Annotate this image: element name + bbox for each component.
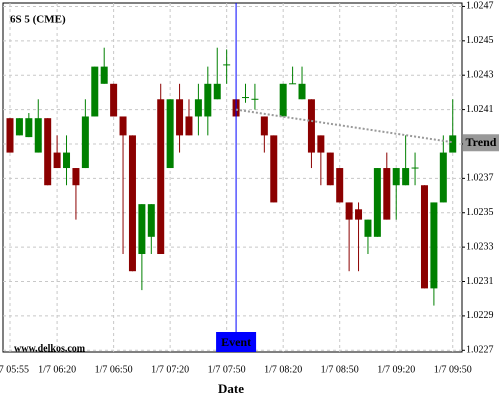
candle-body <box>100 66 108 84</box>
y-tick-label: 1.0245 <box>466 35 494 46</box>
candle-body <box>307 99 315 153</box>
candle-body <box>166 99 174 169</box>
candle-body <box>176 99 184 136</box>
candle-body <box>110 83 118 117</box>
watermark: www.delkos.com <box>14 343 86 354</box>
candle-body <box>138 204 146 255</box>
chart-title: 6S 5 (CME) <box>10 14 66 26</box>
candle-body <box>298 83 306 100</box>
candle-body <box>411 167 419 169</box>
candle-body <box>34 118 42 153</box>
marks <box>6 47 457 306</box>
x-tick-label: 1/7 08:50 <box>321 364 359 375</box>
candle-body <box>336 168 344 203</box>
trend-box <box>463 134 499 152</box>
candle-body <box>251 98 259 100</box>
candle-body <box>383 168 391 220</box>
candle-body <box>373 168 381 237</box>
candle-body <box>242 97 249 99</box>
x-axis-title: Date <box>218 381 244 396</box>
candle-body <box>128 135 136 272</box>
candle-body <box>223 64 231 66</box>
x-tick-label: 1/7 05:55 <box>0 364 29 375</box>
trend-label: Trend <box>466 135 497 149</box>
candle-body <box>213 83 221 100</box>
candle-body <box>420 185 428 289</box>
candle-body <box>53 152 61 169</box>
candle-body <box>63 152 71 169</box>
x-tick-label: 1/7 09:20 <box>377 364 415 375</box>
candle-body <box>355 209 363 220</box>
y-tick-label: 1.0243 <box>466 70 494 81</box>
x-tick-label: 1/7 08:20 <box>264 364 302 375</box>
candle-body <box>44 118 52 186</box>
candle-body <box>15 118 23 136</box>
candle-body <box>430 202 438 289</box>
candle-body <box>345 202 353 220</box>
event-label: Event <box>221 335 251 349</box>
y-tick-label: 1.0247 <box>466 1 494 12</box>
candle-body <box>364 219 372 237</box>
y-tick-label: 1.0241 <box>466 104 494 115</box>
x-tick-label: 1/7 07:50 <box>208 364 246 375</box>
x-tick-label: 1/7 09:50 <box>434 364 472 375</box>
candle-body <box>204 83 212 117</box>
candle-body <box>91 66 99 117</box>
candle-body <box>25 118 33 138</box>
y-tick-label: 1.0237 <box>466 173 494 184</box>
candle-body <box>260 116 268 136</box>
y-tick-label: 1.0233 <box>466 241 494 252</box>
x-tick-label: 1/7 06:20 <box>38 364 76 375</box>
y-tick-label: 1.0227 <box>466 345 494 356</box>
candle-body <box>194 99 202 117</box>
event-box <box>216 332 257 352</box>
candle-body <box>6 118 14 153</box>
y-tick-label: 1.0231 <box>466 276 494 287</box>
x-tick-label: 1/7 06:50 <box>95 364 133 375</box>
candle-body <box>392 168 400 186</box>
y-tick-label: 1.0235 <box>466 207 494 218</box>
candle-body <box>147 204 155 237</box>
trend-line <box>235 108 453 144</box>
candle-body <box>402 168 410 186</box>
candle-body <box>119 116 127 136</box>
candle-body <box>449 135 457 153</box>
candle-body <box>270 135 278 203</box>
candle-body <box>289 83 297 85</box>
candle-body <box>317 135 325 153</box>
candle-body <box>157 99 165 255</box>
candle-body <box>279 83 287 117</box>
candle-body <box>439 152 447 203</box>
candle-body <box>81 116 89 169</box>
y-tick-label: 1.0229 <box>466 310 494 321</box>
candle-body <box>326 152 334 186</box>
candle-body <box>185 116 193 136</box>
candle-body <box>72 168 80 186</box>
x-tick-label: 1/7 07:20 <box>151 364 189 375</box>
